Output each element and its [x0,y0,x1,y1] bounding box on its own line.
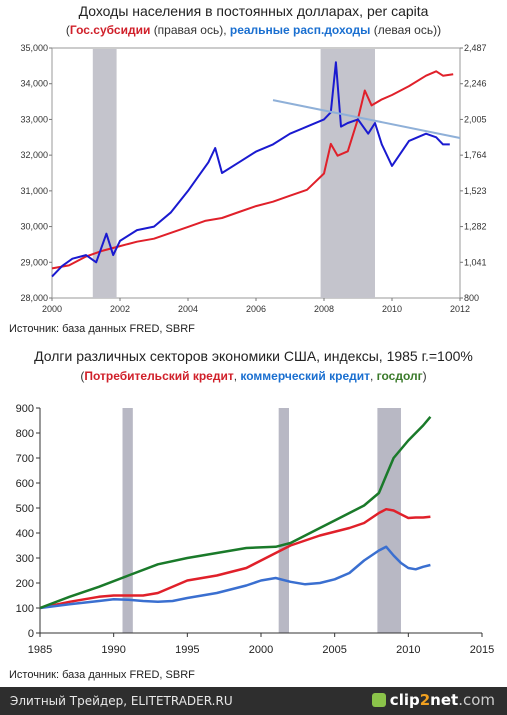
chart1-left-tick-label: 30,000 [20,222,48,232]
chart2-x-tick-label: 1995 [175,644,199,656]
chart1-left-tick-label: 32,000 [20,150,48,160]
chart2-y-tick-label: 100 [16,603,34,615]
chart1-source: Источник: база данных FRED, SBRF [9,323,195,335]
chart1-right-tick-label: 1,523 [464,186,487,196]
chart2-y-tick-label: 600 [16,478,34,490]
chart1-left-tick-label: 33,000 [20,114,48,124]
chart1-series-subsidies-line [51,70,454,270]
chart2-blue-label: коммерческий кредит [240,369,370,383]
chart2-subtitle: (Потребительский кредит, коммерческий кр… [80,369,427,383]
chart2-x-tick-label: 2015 [470,644,494,656]
chart1-left-tick-label: 31,000 [20,186,48,196]
footer-bar: Элитный Трейдер, ELITETRADER.RU clip2net… [0,687,507,715]
chart2-y-tick-label: 300 [16,553,34,565]
chart2-y-tick-label: 400 [16,528,34,540]
chart2-y-tick-label: 900 [16,403,34,415]
chart2-series-government-debt-line [39,415,432,610]
chart2-x-tick-label: 2000 [249,644,273,656]
chart1-x-tick-label: 2000 [42,304,62,314]
chart2-recession-band-0 [122,408,133,633]
logo-part-a: clip [389,691,420,709]
clip2net-icon [371,693,386,707]
chart1-right-tick-label: 2,005 [464,114,487,124]
chart2-x-tick-label: 1985 [28,644,52,656]
chart1-x-tick-label: 2002 [110,304,130,314]
chart1-x-tick-label: 2006 [246,304,266,314]
chart1-left-tick-label: 29,000 [20,257,48,267]
income-chart: 28,000 29,000 30,000 31,000 32,000 33,000 34,0… [20,43,487,314]
chart1-left-tick-label: 28,000 [20,293,48,303]
chart2-y-tick-label: 200 [16,578,34,590]
chart1-right-tick-label: 800 [464,293,479,303]
chart2-x-tick-label: 2005 [322,644,346,656]
logo-part-c: net [430,691,459,709]
chart2-series-consumer-credit-line [39,507,431,610]
chart1-x-tick-label: 2010 [382,304,402,314]
chart2-x-tick-label: 1990 [101,644,125,656]
chart2-series-commercial-credit-line [39,545,431,610]
chart2-y-tick-label: 700 [16,453,34,465]
chart1-right-tick-label: 1,282 [464,222,487,232]
logo-part-b: 2 [419,691,431,709]
chart1-right-tick-label: 2,246 [464,79,487,89]
logo-part-d: .com [458,691,495,709]
debt-chart: 0 100 200 300 400 500 600 700 800 900 1985 1990 1995… [16,403,495,656]
chart1-red-note: (правая ось), [153,23,227,37]
chart1-right-tick-label: 1,041 [464,257,487,267]
chart2-recession-band-2 [377,408,401,633]
chart1-x-tick-label: 2012 [450,304,470,314]
chart1-left-tick-label: 34,000 [20,79,48,89]
chart2-y-tick-label: 0 [28,628,34,640]
chart1-left-tick-label: 35,000 [20,43,48,53]
chart1-title: Доходы населения в постоянных долларах, … [78,3,429,19]
chart2-red-label: Потребительский кредит [84,369,234,383]
chart1-series-income-line [51,61,450,278]
chart1-recession-band-1 [320,49,375,298]
chart1-blue-note: (левая ось)) [373,23,442,37]
chart1-right-tick-label: 1,764 [464,150,487,160]
footer-text: Элитный Трейдер, ELITETRADER.RU [10,694,233,708]
chart2-recession-band-1 [278,408,289,633]
chart2-y-tick-label: 500 [16,503,34,515]
chart1-right-tick-label: 2,487 [464,43,487,53]
chart1-blue-label: реальные расп.доходы [229,23,371,37]
chart2-title: Долги различных секторов экономики США, … [34,348,473,364]
chart1-plot-area [51,47,461,299]
chart2-green-label: госдолг [376,369,423,383]
chart1-x-tick-label: 2004 [178,304,198,314]
chart1-recession-band-0 [92,49,117,298]
chart1-red-label: Гос.субсидии [69,23,151,37]
chart2-source: Источник: база данных FRED, SBRF [9,669,195,681]
clip2net-logo[interactable]: clip2net.com [371,691,495,709]
chart2-y-tick-label: 800 [16,428,34,440]
chart1-x-tick-label: 2008 [314,304,334,314]
chart1-trend-line [272,99,461,139]
chart2-x-tick-label: 2010 [396,644,420,656]
chart1-subtitle: (Гос.субсидии (правая ось), реальные рас… [65,23,442,37]
